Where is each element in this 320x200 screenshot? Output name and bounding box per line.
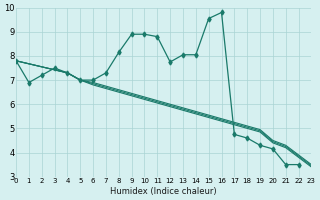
X-axis label: Humidex (Indice chaleur): Humidex (Indice chaleur) [110,187,217,196]
